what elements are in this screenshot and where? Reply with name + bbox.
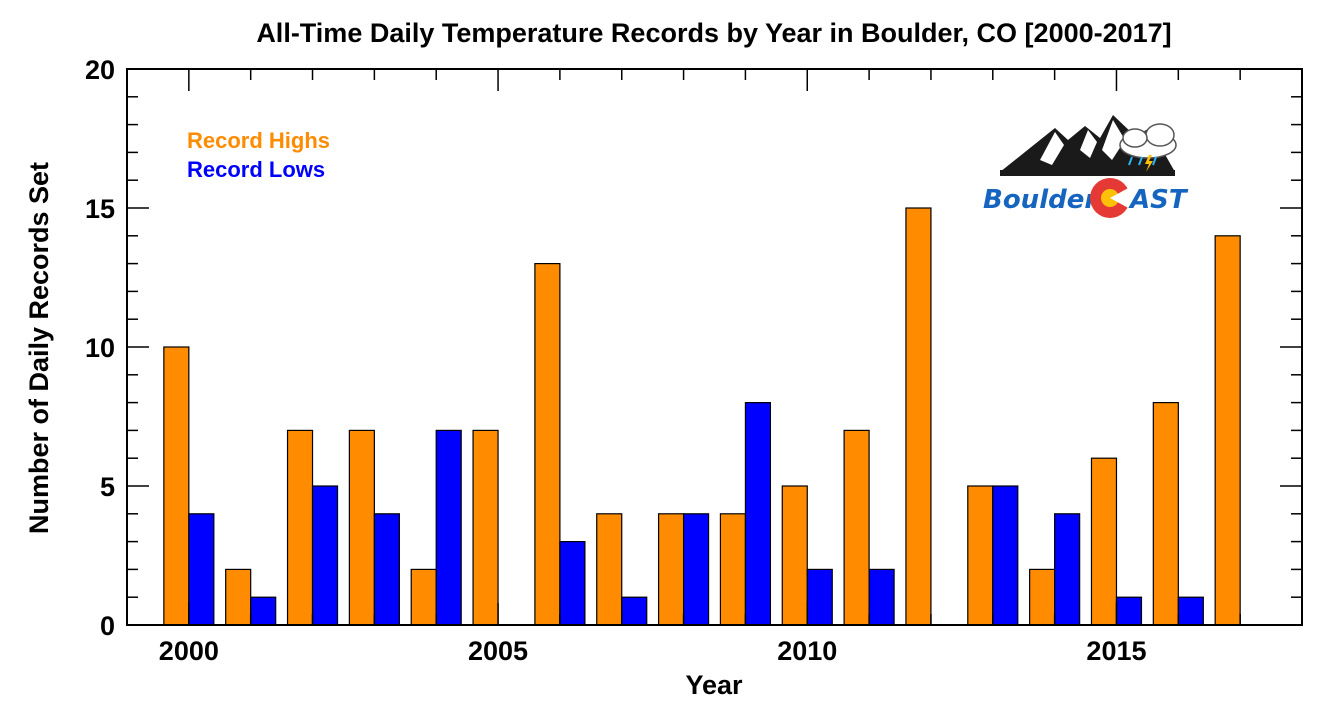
bars-group	[163, 207, 1241, 626]
bar-record-lows-2003	[373, 513, 400, 626]
bar-record-highs-2005	[472, 429, 499, 626]
x-axis-label: Year	[685, 670, 743, 700]
mountains-cloud-logo-icon	[1000, 115, 1177, 176]
y-axis-label: Number of Daily Records Set	[24, 162, 54, 534]
legend-record-highs: Record Highs	[187, 128, 330, 153]
logo-text-boulder: Boulder	[983, 185, 1099, 215]
legend: Record Highs Record Lows	[187, 128, 330, 182]
bar-record-highs-2009	[719, 513, 747, 626]
legend-record-lows: Record Lows	[187, 157, 325, 182]
bar-record-highs-2007	[596, 513, 623, 626]
bar-record-lows-2010	[806, 568, 833, 626]
bar-record-highs-2017	[1214, 235, 1241, 626]
bar-record-lows-2015	[1115, 596, 1143, 626]
y-tick-label-0: 0	[100, 611, 115, 641]
bar-record-lows-2013	[992, 485, 1019, 626]
bar-record-highs-2008	[657, 513, 685, 626]
bar-record-highs-2011	[843, 429, 870, 626]
colorado-c-icon	[1090, 178, 1132, 218]
bar-record-lows-2009	[744, 402, 772, 626]
bar-record-lows-2000	[188, 513, 215, 626]
plot-frame	[126, 68, 1303, 626]
chart-title: All-Time Daily Temperature Records by Ye…	[256, 18, 1171, 48]
bouldercast-logo: Boulder AST	[983, 115, 1189, 218]
bar-record-highs-2013	[967, 485, 994, 626]
bar-record-highs-2016	[1152, 402, 1179, 626]
bar-record-lows-2016	[1177, 596, 1204, 626]
bar-record-highs-2010	[781, 485, 808, 626]
y-tick-label-10: 10	[85, 333, 115, 363]
bar-record-highs-2015	[1090, 457, 1118, 626]
y-tick-label-15: 15	[85, 194, 115, 224]
bar-record-highs-2004	[410, 568, 437, 626]
logo-text-ast: AST	[1128, 185, 1189, 215]
bar-record-highs-2006	[534, 263, 561, 626]
bar-record-lows-2007	[621, 596, 648, 626]
bar-record-lows-2001	[250, 596, 277, 626]
bar-record-highs-2012	[905, 207, 932, 626]
x-tick-label-2000: 2000	[159, 636, 219, 666]
bar-record-lows-2008	[682, 513, 710, 626]
bar-record-highs-2003	[348, 429, 375, 626]
bar-record-lows-2014	[1054, 513, 1081, 626]
x-tick-label-2005: 2005	[468, 636, 528, 666]
bar-record-highs-2001	[225, 568, 252, 626]
bar-record-lows-2011	[868, 568, 895, 626]
y-tick-label-5: 5	[100, 472, 115, 502]
bar-record-lows-2004	[435, 429, 462, 626]
bar-record-highs-2014	[1029, 568, 1056, 626]
bar-record-highs-2000	[163, 346, 190, 626]
bar-record-highs-2002	[286, 429, 314, 626]
tick-labels-group: 0 5 10 15 20 2000 2005 2010 2015	[85, 55, 1147, 666]
y-tick-label-20: 20	[85, 55, 115, 85]
bar-record-lows-2006	[559, 540, 586, 626]
cloud-icon	[1119, 123, 1177, 172]
x-tick-label-2015: 2015	[1086, 636, 1146, 666]
ticks-group	[126, 68, 1303, 626]
bar-record-lows-2002	[311, 485, 339, 626]
x-tick-label-2010: 2010	[777, 636, 837, 666]
